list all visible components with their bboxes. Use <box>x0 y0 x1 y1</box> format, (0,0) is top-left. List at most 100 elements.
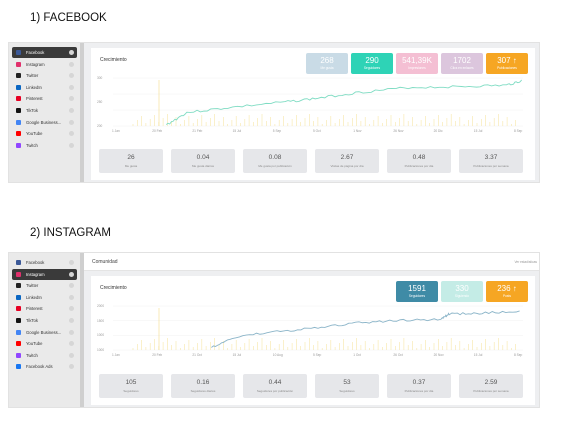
metric-label: Seguidores <box>339 389 355 393</box>
icon <box>16 294 21 300</box>
sidebar-item[interactable]: LinkedIn <box>12 292 77 303</box>
x-axis-label: 20 Dic <box>433 129 443 133</box>
stat-label: Publicaciones <box>497 66 517 70</box>
sidebar-item[interactable]: Facebook Ads <box>12 361 77 372</box>
label: Google Business... <box>26 329 62 335</box>
x-axis-label: 5 Oct <box>313 129 321 133</box>
stat-card[interactable]: 1702 Clics en enlaces <box>441 53 483 74</box>
stat-value: 307 ↑ <box>497 56 517 65</box>
stat-card[interactable]: 290 Seguidores <box>351 53 393 74</box>
metric-value: 2.67 <box>340 154 354 161</box>
sidebar-item[interactable]: Twitter <box>12 280 77 291</box>
metric-label: Publicaciones por semana <box>473 164 509 168</box>
sidebar-item[interactable]: YouTube <box>12 128 77 139</box>
metric-card: 0.16 Seguidores diarios <box>171 374 235 398</box>
metric-label: Visitas de página por día <box>330 164 364 168</box>
metric-card: 0.04 Me gusta diarios <box>171 149 235 173</box>
y-axis-label: 200 <box>97 124 103 128</box>
sidebar-item[interactable]: Pinterest <box>12 93 77 104</box>
icon <box>16 119 21 125</box>
stat-card[interactable]: 541,39K Impresiones <box>396 53 438 74</box>
label: LinkedIn <box>26 294 42 300</box>
icon <box>16 131 21 137</box>
toggle <box>69 352 74 358</box>
icon <box>16 329 21 335</box>
metric-label: Me gusta por publicación <box>258 164 292 168</box>
y-axis-label: 2000 <box>97 304 105 308</box>
sidebar-item[interactable]: LinkedIn <box>12 82 77 93</box>
label: Facebook Ads <box>26 364 53 370</box>
x-axis-label: 8 Sep <box>514 129 523 133</box>
growth-line <box>211 310 520 348</box>
stat-card[interactable]: 268 Me gusta <box>306 53 348 74</box>
header-link[interactable]: Ver estadísticas <box>514 260 537 264</box>
icon <box>16 352 21 358</box>
metric-label: Publicaciones por día <box>404 389 434 393</box>
toggle <box>69 317 74 323</box>
x-axis-label: 1 Nov <box>353 129 362 133</box>
icon <box>16 306 21 312</box>
sidebar-item[interactable]: Google Business... <box>12 117 77 128</box>
stat-label: Seguidores <box>363 66 381 70</box>
toggle <box>69 283 74 289</box>
sidebar-item[interactable]: Facebook <box>12 257 77 268</box>
metric-card: 0.08 Me gusta por publicación <box>243 149 307 173</box>
sidebar-item[interactable]: Twitch <box>12 140 77 151</box>
label: TikTok <box>26 107 38 113</box>
icon <box>16 317 21 323</box>
sidebar-item[interactable]: YouTube <box>12 338 77 349</box>
metric-card: 0.44 Seguidores por publicación <box>243 374 307 398</box>
sidebar-item[interactable]: Instagram <box>12 268 77 280</box>
stat-card[interactable]: 236 ↑ Posts <box>486 281 528 302</box>
x-axis-label: 1 Jan <box>112 353 120 357</box>
toggle <box>69 119 74 125</box>
metric-label: Seguidores diarios <box>190 389 216 393</box>
label: TikTok <box>26 317 38 323</box>
icon <box>16 84 21 90</box>
stat-card[interactable]: 307 ↑ Publicaciones <box>486 53 528 74</box>
label: LinkedIn <box>26 84 42 90</box>
icon <box>16 73 21 79</box>
stat-label: Siguiendo <box>454 294 470 298</box>
label: Google Business... <box>26 119 62 125</box>
sidebar-item[interactable]: Twitter <box>12 70 77 81</box>
sidebar-item[interactable]: Google Business... <box>12 327 77 338</box>
metric-value: 0.37 <box>412 379 426 386</box>
metric-card: 3.37 Publicaciones por semana <box>459 149 523 173</box>
x-axis-label: 26 Nov <box>393 129 404 133</box>
label: YouTube <box>26 131 43 137</box>
x-axis-label: 20 Nov <box>433 353 444 357</box>
chart-title: Crecimiento <box>100 57 127 63</box>
x-axis-label: 15 Jul <box>473 129 483 133</box>
icon <box>16 96 21 102</box>
sidebar-item[interactable]: Twitch <box>12 350 77 361</box>
sidebar-item[interactable]: TikTok <box>12 315 77 326</box>
y-axis-label: 1500 <box>97 318 105 323</box>
toggle <box>69 260 74 265</box>
stat-card[interactable]: 330 Siguiendo <box>441 281 483 302</box>
metric-card: 0.48 Publicaciones por día <box>387 149 451 173</box>
metric-card: 105 Seguidores <box>99 374 163 398</box>
x-axis-label: 26 Oct <box>393 353 403 357</box>
sidebar-item[interactable]: Pinterest <box>12 303 77 314</box>
card: Crecimiento 1591 Seguidores 330 Siguiendo 236… <box>91 276 535 405</box>
metric-label: Seguidores <box>123 389 139 393</box>
metric-value: 53 <box>343 379 351 386</box>
toggle <box>69 306 74 312</box>
x-axis-label: 20 Feb <box>152 353 163 357</box>
stat-value: 330 <box>455 284 469 293</box>
sidebar-item[interactable]: Facebook <box>12 47 77 58</box>
toggle <box>69 294 74 300</box>
icon <box>16 61 21 67</box>
sidebar-item[interactable]: Instagram <box>12 59 77 70</box>
sidebar-item[interactable]: TikTok <box>12 105 77 116</box>
stat-card[interactable]: 1591 Seguidores <box>396 281 438 302</box>
label: Twitch <box>26 142 38 148</box>
stat-label: Impresiones <box>408 66 426 70</box>
stat-value: 268 <box>320 56 334 65</box>
toggle <box>69 364 74 370</box>
card: Crecimiento 268 Me gusta 290 Seguidores 541,3… <box>91 48 535 180</box>
header-title: Comunidad <box>92 259 118 265</box>
